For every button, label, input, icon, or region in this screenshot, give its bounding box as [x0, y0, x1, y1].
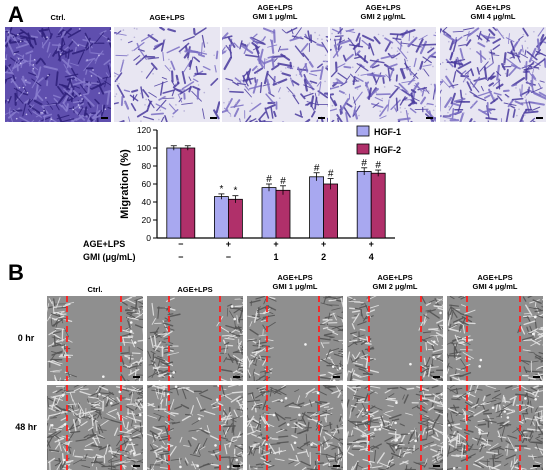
- wound-image-1-4: [447, 385, 543, 470]
- wound-image-0-1: [147, 296, 243, 381]
- panel-a-label-2: AGE+LPS GMI 1 μg/mL: [252, 3, 298, 21]
- bar-HGF-1-4: [356, 171, 372, 239]
- panel-b-letter: B: [8, 260, 24, 285]
- transwell-image-4: [440, 27, 546, 122]
- migration-bar-chart: 0 20 40 60 80 100 120 Migration (%) * * # # # # # # HGF-…: [83, 125, 401, 262]
- condition-label-1: GMI (μg/mL): [83, 252, 136, 262]
- wound-image-0-4: [447, 296, 543, 381]
- panel-a-label-3: AGE+LPS GMI 2 μg/mL: [360, 3, 406, 21]
- y-axis-label: Migration (%): [119, 149, 131, 219]
- scale-bar: [210, 117, 217, 119]
- bar-HGF-2-1: [227, 198, 243, 239]
- condition-value: +: [321, 239, 326, 249]
- significance-marker: #: [314, 163, 320, 174]
- y-tick-label: 20: [142, 215, 152, 225]
- y-tick-label: 120: [137, 125, 151, 135]
- panel-b-label-1: AGE+LPS: [177, 285, 213, 294]
- scale-bar: [333, 465, 340, 467]
- scale-bar: [318, 117, 325, 119]
- significance-marker: #: [328, 169, 334, 180]
- significance-marker: *: [233, 186, 237, 197]
- legend-label-HGF-2: HGF-2: [374, 145, 401, 155]
- bar-HGF-1-1: [213, 196, 229, 239]
- scale-bar: [101, 117, 108, 119]
- scale-bar: [536, 117, 543, 119]
- condition-value: −: [178, 252, 183, 262]
- bar-HGF-2-3: [323, 183, 339, 239]
- significance-marker: #: [361, 158, 367, 169]
- condition-value: 1: [273, 252, 278, 262]
- legend-swatch-HGF-1: [356, 125, 370, 137]
- significance-marker: #: [375, 160, 381, 171]
- panel-a-label-4: AGE+LPS GMI 4 μg/mL: [470, 3, 516, 21]
- wound-image-1-1: [147, 385, 243, 470]
- wound-image-1-3: [347, 385, 443, 470]
- panel-b-label-4: AGE+LPS GMI 4 μg/mL: [472, 273, 518, 291]
- condition-value: −: [226, 252, 231, 262]
- wound-image-0-0: [47, 296, 143, 381]
- y-tick-label: 60: [142, 179, 152, 189]
- scale-bar: [233, 376, 240, 378]
- condition-label-0: AGE+LPS: [83, 239, 125, 249]
- scale-bar: [433, 465, 440, 467]
- panel-b-label-0: Ctrl.: [87, 285, 103, 294]
- panel-b-label-3: AGE+LPS GMI 2 μg/mL: [372, 273, 418, 291]
- bar-HGF-2-4: [370, 172, 386, 239]
- bar-HGF-1-3: [309, 176, 325, 239]
- transwell-image-1: [114, 27, 220, 122]
- bar-HGF-2-2: [275, 189, 291, 239]
- condition-value: +: [369, 239, 374, 249]
- panel-a-letter: A: [8, 2, 24, 27]
- y-tick-label: 40: [142, 197, 152, 207]
- row-label-1: 48 hr: [15, 421, 37, 432]
- y-tick-label: 0: [146, 233, 151, 243]
- scale-bar: [433, 376, 440, 378]
- scale-bar: [333, 376, 340, 378]
- scale-bar: [426, 117, 433, 119]
- bar-HGF-2-0: [180, 147, 196, 239]
- scale-bar: [233, 465, 240, 467]
- scale-bar: [133, 465, 140, 467]
- wound-image-1-0: [47, 385, 143, 470]
- legend-label-HGF-1: HGF-1: [374, 127, 401, 137]
- significance-marker: #: [280, 176, 286, 187]
- transwell-image-3: [330, 27, 436, 122]
- row-label-0: 0 hr: [17, 332, 35, 343]
- transwell-image-0: [5, 27, 111, 122]
- panel-b-label-2: AGE+LPS GMI 1 μg/mL: [272, 273, 318, 291]
- condition-value: −: [178, 239, 183, 249]
- significance-marker: *: [219, 184, 223, 195]
- y-tick-label: 80: [142, 161, 152, 171]
- wound-image-1-2: [247, 385, 343, 470]
- bar-HGF-1-2: [261, 187, 277, 239]
- scale-bar: [533, 376, 540, 378]
- panel-a-label-1: AGE+LPS: [149, 13, 185, 22]
- condition-value: 2: [321, 252, 326, 262]
- legend-swatch-HGF-2: [356, 143, 370, 155]
- scale-bar: [533, 465, 540, 467]
- transwell-image-2: [222, 27, 328, 122]
- wound-image-0-3: [347, 296, 443, 381]
- significance-marker: #: [266, 174, 272, 185]
- wound-image-0-2: [247, 296, 343, 381]
- bar-HGF-1-0: [166, 147, 182, 239]
- condition-value: +: [226, 239, 231, 249]
- condition-value: 4: [369, 252, 374, 262]
- condition-value: +: [273, 239, 278, 249]
- panel-a-label-0: Ctrl.: [50, 13, 66, 22]
- scale-bar: [133, 376, 140, 378]
- y-tick-label: 100: [137, 143, 151, 153]
